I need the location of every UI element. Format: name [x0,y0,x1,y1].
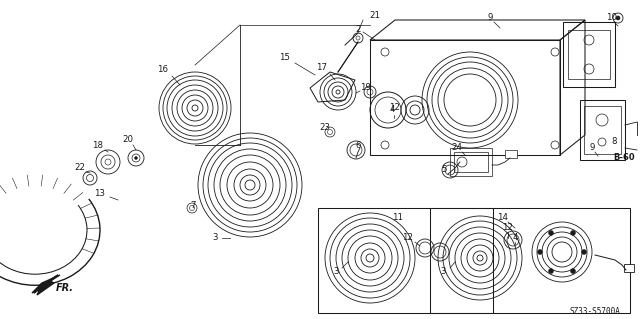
Text: 23: 23 [319,123,330,132]
Circle shape [134,157,138,160]
Polygon shape [32,275,60,295]
Circle shape [582,249,586,255]
Text: 3: 3 [212,234,218,242]
Circle shape [548,269,554,274]
Text: 3: 3 [440,268,445,277]
Circle shape [616,16,620,20]
Text: 5: 5 [441,166,447,174]
Text: 2: 2 [355,26,361,34]
Text: 7: 7 [190,201,196,210]
Text: 3: 3 [333,268,339,277]
Text: SZ33-S5700A: SZ33-S5700A [570,308,620,316]
Text: 16: 16 [157,65,168,75]
Text: 17: 17 [317,63,328,72]
Bar [505,150,517,158]
Bar [584,106,621,154]
Circle shape [570,230,575,235]
Circle shape [570,269,575,274]
Text: FR.: FR. [56,283,74,293]
Text: 20: 20 [122,136,134,145]
Text: 12: 12 [502,224,513,233]
Text: 12: 12 [390,103,401,113]
Text: 21: 21 [369,11,381,19]
Bar [568,30,610,79]
Text: 12: 12 [403,234,413,242]
Text: 15: 15 [280,54,291,63]
Text: 8: 8 [611,137,617,146]
Text: 9: 9 [589,144,595,152]
Text: 4: 4 [389,106,395,115]
Bar [370,40,560,155]
Circle shape [548,230,554,235]
Text: 10: 10 [607,13,618,23]
Text: 4: 4 [512,234,518,242]
Text: 18: 18 [93,140,104,150]
Bar [563,22,615,87]
Text: 9: 9 [487,13,493,23]
Bar [318,208,493,313]
Bar [430,208,630,313]
Text: 13: 13 [95,189,106,197]
Bar [454,152,488,172]
Text: B-60: B-60 [613,153,635,162]
Text: 6: 6 [355,140,361,150]
Polygon shape [34,275,58,293]
Bar [450,148,492,176]
Text: 14: 14 [497,213,509,222]
Bar [580,100,625,160]
Text: 22: 22 [74,164,86,173]
Circle shape [538,249,543,255]
Bar [624,264,634,272]
Text: 11: 11 [392,213,403,222]
Text: 24: 24 [451,144,463,152]
Text: 19: 19 [360,84,371,93]
